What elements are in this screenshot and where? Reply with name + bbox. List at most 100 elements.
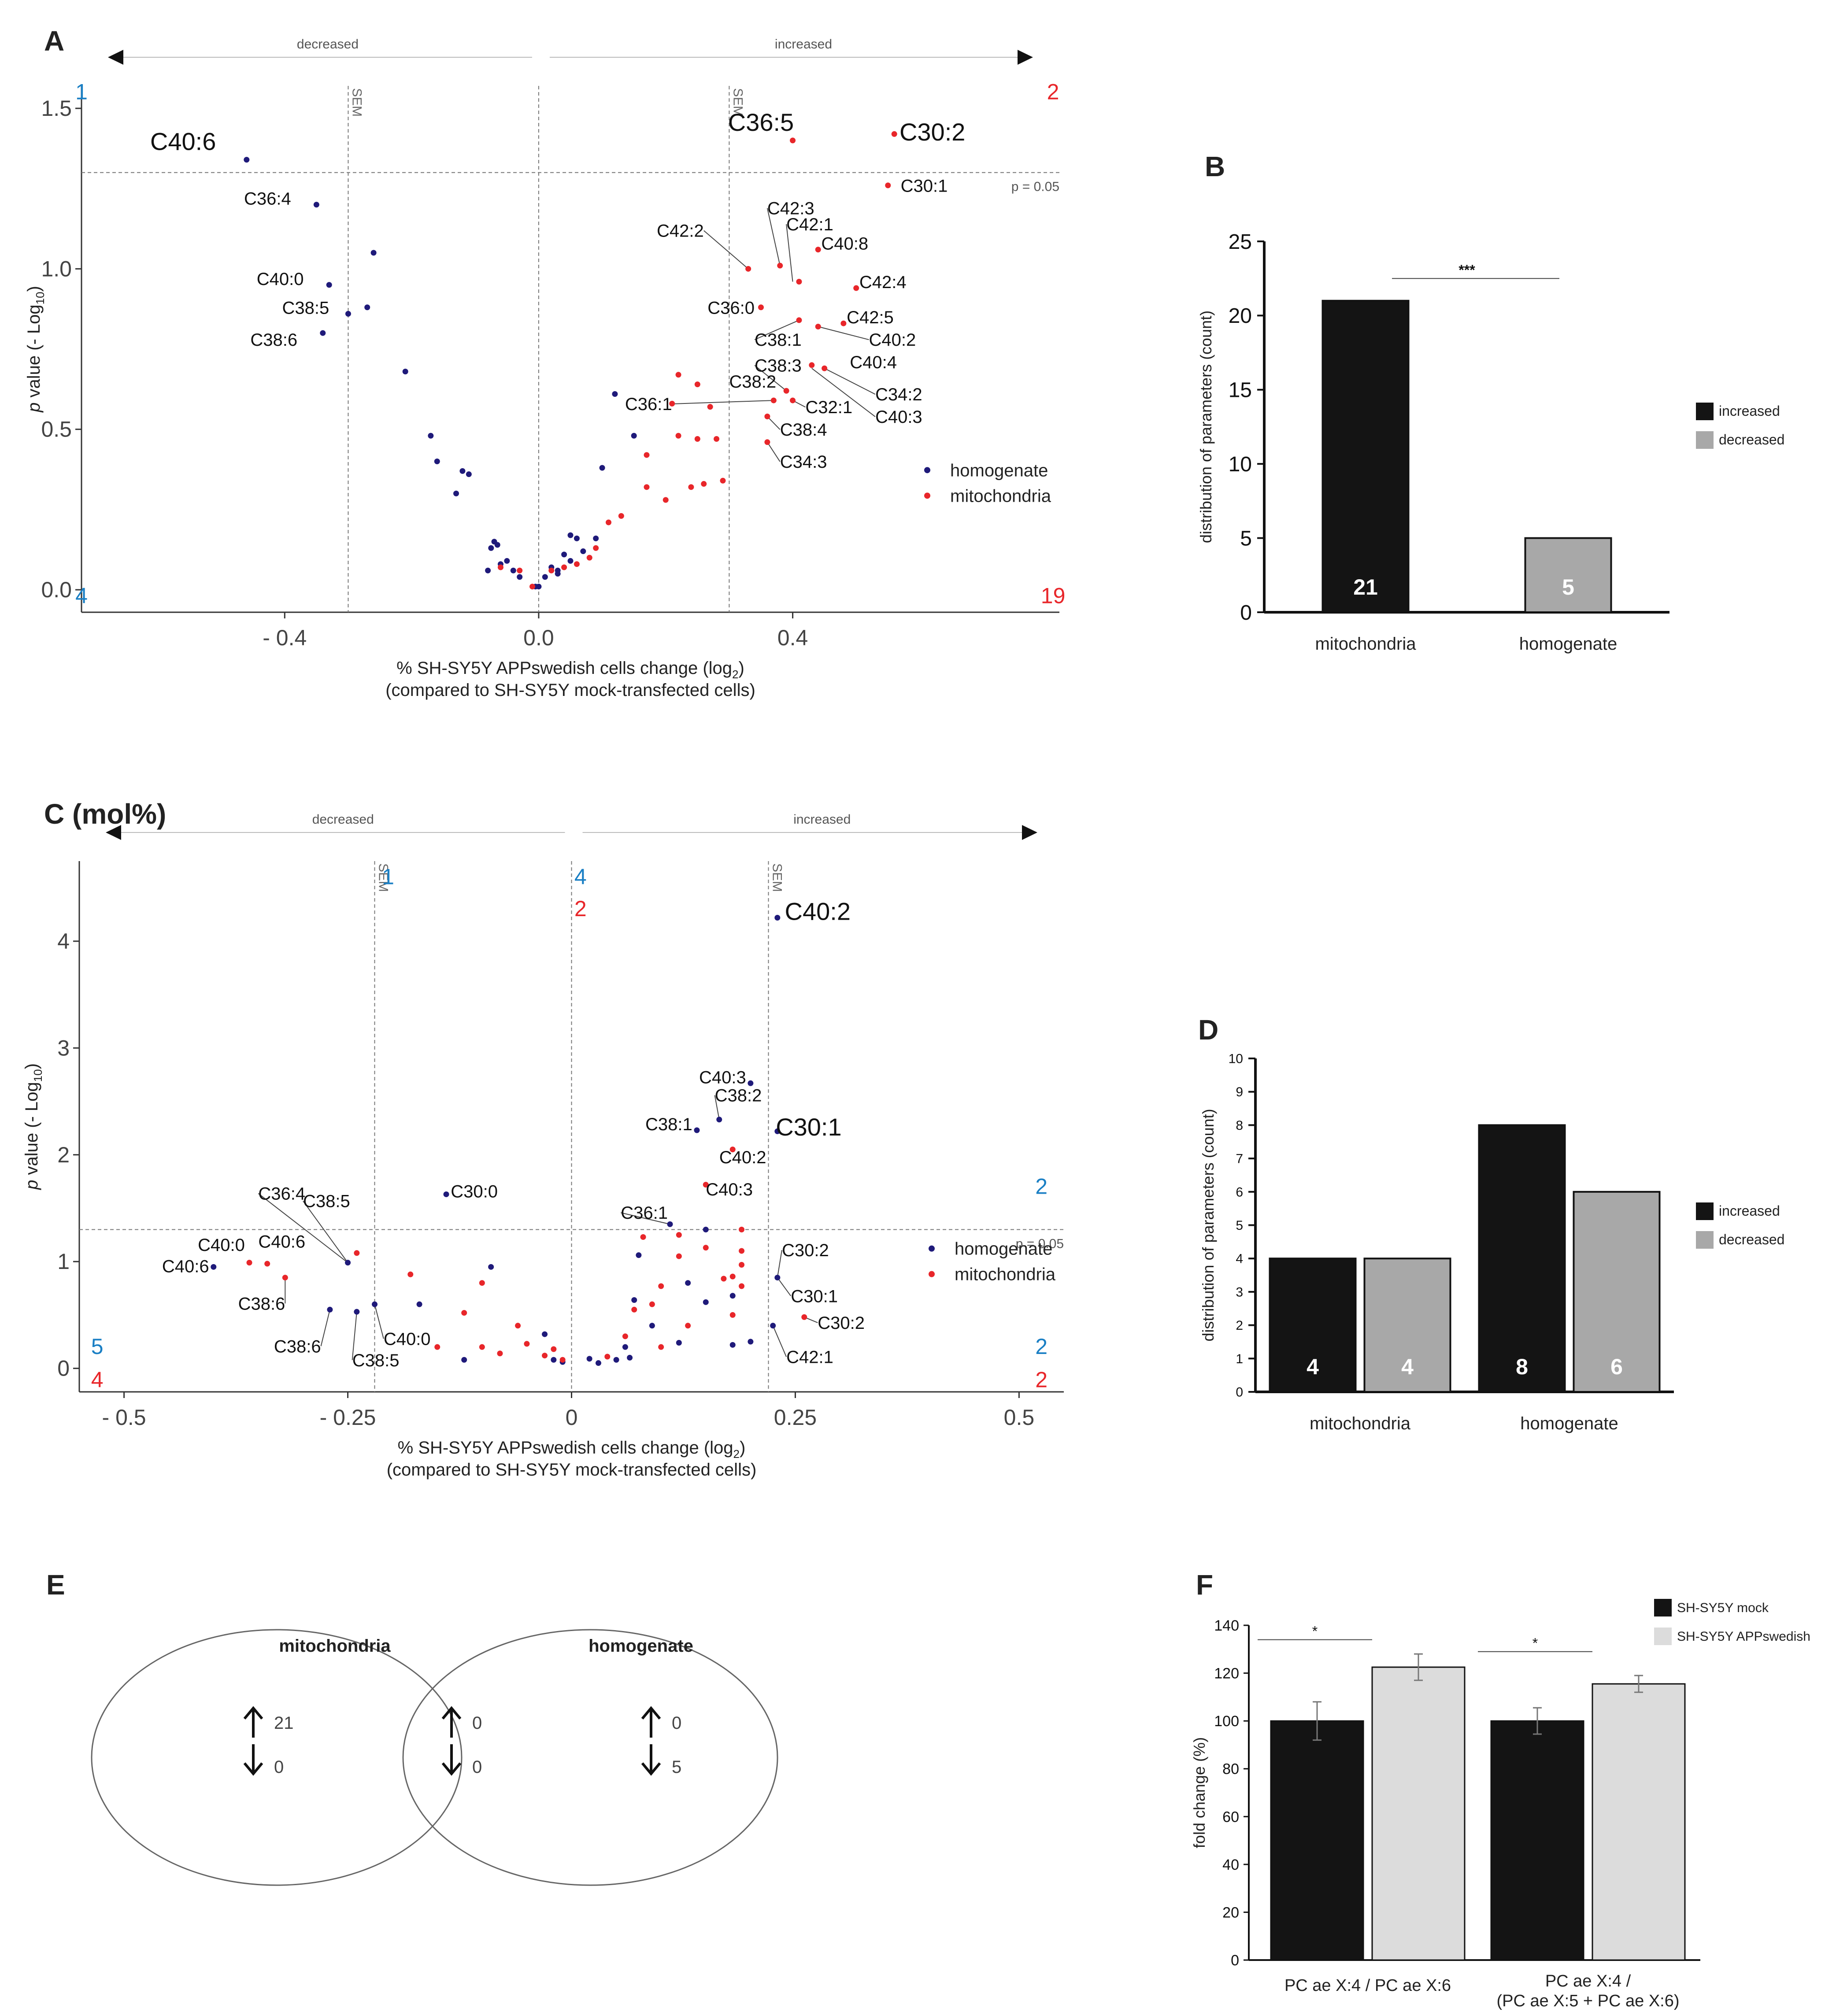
bar-decreased	[1363, 1258, 1451, 1393]
lipid-label: C38:5	[303, 1192, 350, 1211]
homogenate-point	[327, 1306, 333, 1313]
venn-left-down-value: 0	[274, 1757, 284, 1777]
lipid-label: C42:2	[657, 221, 704, 240]
arrow-down-icon	[243, 1744, 263, 1776]
legend-increased-label: increased	[1719, 1203, 1780, 1219]
lipid-label: C30:1	[901, 176, 948, 196]
mitochondria-point	[815, 323, 821, 329]
homogenate-point	[402, 369, 408, 375]
homogenate-point	[716, 1117, 722, 1123]
y-tick-label: 0.0	[41, 577, 72, 602]
mitochondria-point	[282, 1275, 288, 1281]
homogenate-point	[636, 1252, 642, 1258]
venn-right-down-value: 5	[672, 1757, 681, 1777]
y-tick-label: 0	[1240, 601, 1252, 625]
threshold-label: p = 0.05	[1016, 1236, 1064, 1251]
venn-mid-up-value: 0	[472, 1713, 482, 1733]
y-tick-label: 0.5	[41, 417, 72, 442]
label-leader-line	[786, 224, 793, 282]
legend-increased-label: increased	[1719, 403, 1780, 419]
y-tick-label: 120	[1214, 1665, 1239, 1682]
lipid-label: C30:1	[791, 1287, 838, 1306]
lipid-label: C40:6	[258, 1232, 305, 1252]
arrow-right-icon	[1018, 50, 1033, 65]
increased-label: increased	[793, 812, 851, 827]
mitochondria-point	[548, 567, 555, 573]
label-leader-line	[621, 1212, 670, 1225]
legend-homogenate-label: homogenate	[950, 461, 1048, 480]
y-tick-label: 1	[57, 1249, 70, 1274]
homogenate-point	[561, 551, 567, 558]
lipid-label: C38:6	[250, 330, 297, 350]
mitochondria-point	[663, 497, 669, 503]
homogenate-point	[466, 471, 472, 477]
lipid-label: C38:2	[715, 1086, 762, 1106]
y-tick-label: 3	[1236, 1285, 1243, 1299]
homogenate-point	[667, 1221, 673, 1227]
panel-label: B	[1205, 151, 1225, 182]
mitochondria-point	[515, 1323, 521, 1329]
legend-mitochondria-label: mitochondria	[955, 1265, 1056, 1284]
category-label: PC ae X:4 /	[1545, 1972, 1631, 1990]
lipid-label: C38:1	[645, 1115, 692, 1134]
category-label: homogenate	[1520, 1414, 1618, 1433]
arrow-up-icon	[441, 1706, 462, 1738]
lipid-label: C42:1	[786, 1348, 833, 1367]
y-tick-label: 5	[1236, 1218, 1243, 1233]
lipid-label: C38:3	[755, 356, 802, 376]
y-tick-label: 4	[57, 929, 70, 954]
mitochondria-point	[764, 439, 770, 445]
homogenate-point	[770, 1323, 776, 1329]
legend-appswedish-swatch	[1654, 1628, 1672, 1645]
mitochondria-point	[685, 1323, 691, 1329]
x-tick-label: 0	[566, 1405, 578, 1430]
venn-mid-down-value: 0	[472, 1757, 482, 1777]
homogenate-point	[320, 330, 326, 336]
homogenate-point	[313, 202, 319, 208]
lipid-label: C36:4	[244, 189, 291, 209]
lipid-label: C30:1	[776, 1113, 841, 1141]
mitochondria-point	[644, 484, 650, 490]
y-tick-label: 7	[1236, 1152, 1243, 1166]
homogenate-point	[485, 567, 491, 573]
sem-label: SEM	[349, 88, 364, 117]
x-tick-label: 0.0	[523, 625, 554, 650]
panel-c-volcano-plot: C (mol%) decreased increased SEM SEM p = 0.05…	[22, 798, 1064, 1480]
arrow-up-icon	[641, 1706, 661, 1738]
lipid-label: C38:6	[274, 1337, 321, 1356]
homogenate-point	[631, 1297, 637, 1303]
lipid-label: C42:1	[786, 215, 833, 234]
x-axis-title: % SH-SY5Y APPswedish cells change (log2)	[398, 1438, 746, 1461]
y-axis-title: fold change (%)	[1190, 1737, 1208, 1848]
venn-right-ellipse	[402, 1629, 778, 1886]
legend-mock-label: SH-SY5Y mock	[1677, 1601, 1769, 1615]
legend-homogenate-label: homogenate	[955, 1239, 1052, 1259]
homogenate-point	[774, 1128, 781, 1134]
bar-appswedish	[1371, 1666, 1466, 1961]
panel-label: C (mol%)	[44, 798, 166, 830]
lipid-label: C40:3	[699, 1068, 746, 1087]
legend-appswedish-label: SH-SY5Y APPswedish	[1677, 1629, 1810, 1644]
lipid-label: C40:2	[719, 1148, 766, 1167]
venn-right-up-value: 0	[672, 1713, 681, 1733]
homogenate-point	[593, 535, 599, 541]
lipid-label: C38:4	[780, 420, 827, 440]
panel-d-bar-chart: D 0 1 2 3 4 5 6 7 8 9 10 distribution of parameters …	[1198, 1014, 1784, 1433]
y-axis-title: distribution of parameters (count)	[1199, 1109, 1217, 1341]
lipid-label: C36:1	[625, 395, 672, 414]
mitochondria-point	[809, 362, 815, 368]
quadrant-count: 4	[574, 864, 587, 889]
mitochondria-point	[644, 452, 650, 458]
category-label: mitochondria	[1315, 634, 1416, 654]
mitochondria-point	[497, 1350, 503, 1357]
mitochondria-point	[707, 404, 713, 410]
homogenate-point	[627, 1354, 633, 1361]
lipid-label: C40:3	[706, 1180, 753, 1199]
quadrant-count: 2	[1047, 80, 1059, 104]
bar-decreased	[1573, 1191, 1661, 1393]
sem-label: SEM	[770, 863, 785, 892]
y-tick-label: 10	[1229, 1052, 1243, 1066]
lipid-label: C36:4	[258, 1184, 305, 1204]
legend-decreased-swatch	[1696, 1231, 1714, 1249]
homogenate-point	[372, 1301, 378, 1307]
